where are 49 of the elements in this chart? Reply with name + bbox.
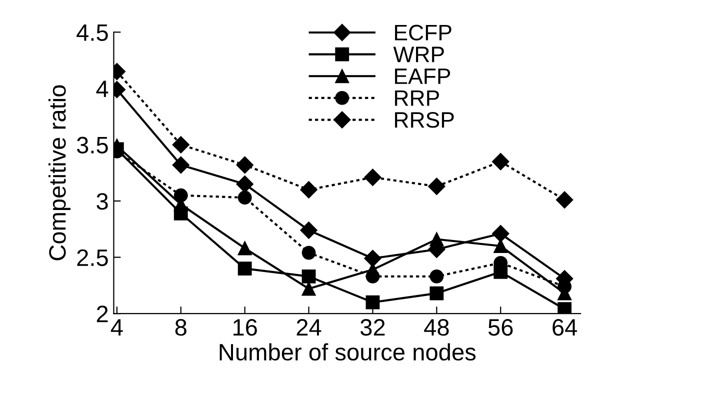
x-tick-label: 8 [175, 319, 186, 336]
legend-label: RRP [395, 90, 439, 106]
point [492, 153, 510, 170]
point [236, 176, 254, 193]
point [238, 241, 252, 256]
x-tick-label: 16 [233, 319, 257, 336]
point [428, 178, 446, 195]
point [174, 188, 188, 202]
point [300, 181, 318, 198]
point [494, 264, 508, 279]
legend-label: EAFP [395, 68, 450, 84]
point [364, 168, 382, 186]
x-tick-label: 4 [110, 319, 123, 336]
y-axis-title: Competitive ratio [48, 85, 70, 260]
y-tick-label: 2 [96, 306, 108, 322]
point [556, 191, 574, 208]
point [300, 222, 318, 239]
point [174, 206, 188, 220]
point [238, 262, 252, 276]
point [366, 295, 380, 310]
point [302, 282, 316, 296]
y-tick-label: 2.5 [77, 249, 108, 266]
point [302, 269, 316, 284]
x-tick-label: 24 [296, 319, 322, 336]
legend-label: ECFP [395, 24, 452, 40]
x-tick-label: 56 [488, 319, 513, 336]
point [236, 156, 254, 174]
point [238, 190, 252, 205]
x-axis-title: Number of source nodes [220, 343, 476, 361]
legend-label: RRSP [395, 112, 454, 128]
y-tick-label: 4 [96, 80, 108, 97]
point [430, 286, 444, 300]
point [366, 269, 380, 284]
x-tick-label: 64 [552, 319, 578, 336]
point [172, 156, 190, 174]
y-tick-label: 3 [96, 193, 108, 210]
point [430, 232, 444, 246]
point [302, 246, 316, 260]
y-tick-label: 4.5 [76, 24, 108, 41]
point [494, 239, 508, 253]
x-tick-label: 32 [360, 319, 385, 336]
legend-label: WRP [393, 46, 444, 62]
point [492, 225, 510, 242]
point [172, 136, 190, 154]
point [430, 269, 444, 284]
x-tick-label: 48 [424, 319, 449, 336]
y-tick-label: 3.5 [76, 136, 108, 154]
point [364, 250, 382, 267]
point [558, 302, 572, 314]
